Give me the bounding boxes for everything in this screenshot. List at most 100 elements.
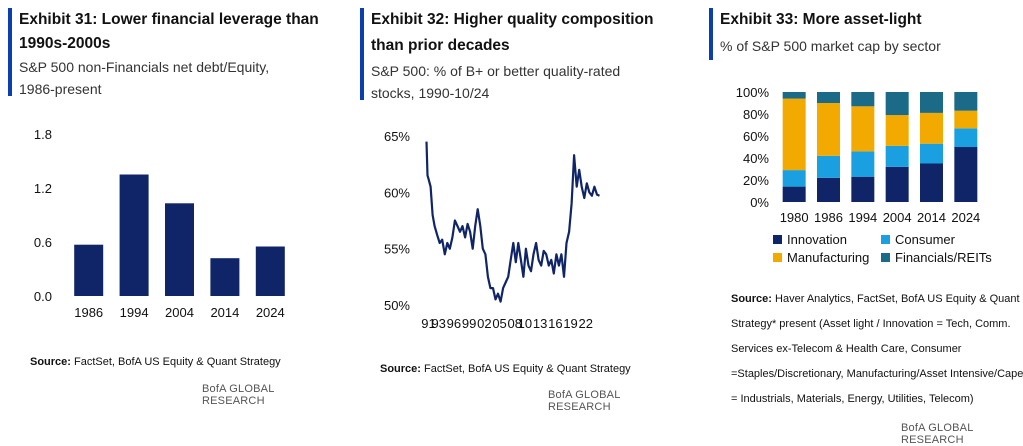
bar-segment-manufacturing: [851, 106, 875, 152]
x-tick-label: 1994: [120, 305, 149, 320]
title-accent-bar: [709, 8, 713, 60]
source-text: FactSet, BofA US Equity & Quant Strategy: [420, 363, 631, 375]
quality-series-line: [425, 141, 600, 303]
bar-segment-consumer: [885, 145, 909, 167]
bar: [255, 246, 285, 296]
x-tick-label: 93: [431, 316, 445, 331]
bar-segment-consumer: [954, 128, 978, 147]
x-tick-label: 10: [518, 316, 532, 331]
y-tick-label: 50%: [384, 298, 410, 313]
x-tick-label: 22: [579, 316, 593, 331]
bar-segment-manufacturing: [817, 103, 840, 156]
title-accent-bar: [360, 8, 364, 100]
x-tick-label: 2024: [256, 305, 285, 320]
bar-segment-financials-reits: [851, 92, 875, 107]
y-tick-label: 20%: [743, 173, 769, 188]
x-tick-label: 2014: [210, 305, 239, 320]
x-tick-label: 1986: [74, 305, 103, 320]
x-tick-label: 2014: [917, 210, 946, 225]
bar-segment-innovation: [851, 176, 875, 202]
legend-swatch: [773, 253, 782, 262]
sector-legend: Innovation Consumer Manufacturing Financ…: [709, 232, 1009, 268]
x-tick-label: 08: [508, 316, 522, 331]
source-text: Haver Analytics, FactSet, BofA US Equity…: [771, 293, 1020, 305]
y-tick-label: 65%: [384, 129, 410, 144]
exhibit-33-title: Exhibit 33: More asset-light: [720, 11, 922, 28]
legend-item-manufacturing: Manufacturing: [773, 250, 869, 265]
bar-segment-innovation: [885, 166, 909, 202]
y-tick-label: 0.0: [34, 289, 52, 304]
exhibit-33-brand: BofA GLOBAL RESEARCH: [901, 422, 974, 446]
y-tick-label: 0.6: [34, 235, 52, 250]
x-tick-label: 16: [548, 316, 562, 331]
y-tick-label: 80%: [743, 107, 769, 122]
source-label: Source:: [731, 293, 772, 305]
source-line: = Industrials, Materials, Energy, Utilit…: [731, 393, 974, 405]
exhibit-32-brand: BofA GLOBAL RESEARCH: [548, 389, 621, 413]
bar-segment-manufacturing: [885, 115, 909, 146]
y-tick-label: 0%: [750, 195, 769, 210]
source-text: FactSet, BofA US Equity & Quant Strategy: [70, 356, 281, 368]
legend-label: Financials/REITs: [895, 250, 992, 265]
x-tick-label: 02: [477, 316, 491, 331]
bar-segment-manufacturing: [782, 98, 806, 171]
legend-label: Consumer: [895, 232, 955, 247]
legend-item-consumer: Consumer: [881, 232, 955, 247]
bar-segment-financials-reits: [920, 92, 943, 113]
x-tick-label: 96: [447, 316, 461, 331]
y-tick-label: 60%: [384, 185, 410, 200]
legend-swatch: [773, 235, 782, 244]
x-tick-label: 2004: [165, 305, 194, 320]
legend-label: Innovation: [787, 232, 847, 247]
source-line: =Staples/Discretionary, Manufacturing/As…: [731, 368, 1023, 380]
x-tick-label: 2004: [883, 210, 912, 225]
source-line: Strategy* present (Asset light / Innovat…: [731, 318, 1011, 330]
title-accent-bar: [8, 8, 12, 96]
x-tick-label: 1986: [814, 210, 843, 225]
bar-segment-consumer: [782, 170, 806, 187]
exhibit-31-subtitle-line1: S&P 500 non-Financials net debt/Equity,: [19, 59, 270, 75]
x-tick-label: 19: [563, 316, 577, 331]
bar-segment-financials-reits: [817, 92, 840, 103]
x-tick-label: 1980: [780, 210, 809, 225]
exhibit-33-panel: Exhibit 33: More asset-light % of S&P 50…: [709, 0, 1023, 446]
bar-segment-manufacturing: [920, 112, 943, 144]
exhibit-31-subtitle-line2: 1986-present: [19, 81, 102, 97]
x-tick-label: 99: [462, 316, 476, 331]
legend-item-innovation: Innovation: [773, 232, 847, 247]
exhibit-32-subtitle-line1: S&P 500: % of B+ or better quality-rated: [371, 63, 621, 79]
bar-segment-innovation: [954, 147, 978, 202]
bar: [74, 244, 104, 296]
y-tick-label: 40%: [743, 151, 769, 166]
bar: [165, 203, 194, 296]
legend-swatch: [881, 235, 890, 244]
bar-segment-consumer: [920, 143, 943, 164]
exhibit-33-source: Source: Haver Analytics, FactSet, BofA U…: [731, 287, 1023, 412]
x-tick-label: 2024: [951, 210, 980, 225]
legend-swatch: [881, 253, 890, 262]
bar-segment-innovation: [920, 163, 943, 202]
exhibit-32-panel: Exhibit 32: Higher quality composition t…: [360, 0, 680, 441]
y-tick-label: 100%: [736, 85, 770, 100]
bar-segment-innovation: [782, 186, 806, 202]
exhibit-32-title-line2: than prior decades: [371, 37, 510, 54]
legend-item-financials-reits: Financials/REITs: [881, 250, 992, 265]
x-tick-label: 05: [492, 316, 506, 331]
exhibit-31-brand: BofA GLOBAL RESEARCH: [202, 383, 275, 407]
x-tick-label: 13: [533, 316, 547, 331]
x-tick-label: 91: [421, 316, 435, 331]
bar-segment-financials-reits: [782, 92, 806, 99]
exhibit-33-subtitle: % of S&P 500 market cap by sector: [720, 38, 941, 54]
bar-segment-consumer: [817, 155, 840, 178]
exhibit-31-source: Source: FactSet, BofA US Equity & Quant …: [30, 350, 281, 375]
source-line: Source: Haver Analytics, FactSet, BofA U…: [731, 287, 1023, 312]
legend-label: Manufacturing: [787, 250, 870, 265]
bar-segment-manufacturing: [954, 110, 978, 129]
x-tick-label: 1994: [848, 210, 877, 225]
bar-segment-consumer: [851, 151, 875, 177]
bar-segment-financials-reits: [954, 92, 978, 111]
source-label: Source:: [380, 363, 421, 375]
exhibit-32-title-line1: Exhibit 32: Higher quality composition: [371, 11, 654, 28]
exhibit-31-panel: Exhibit 31: Lower financial leverage tha…: [8, 0, 338, 441]
exhibit-31-title-line2: 1990s-2000s: [19, 35, 111, 52]
